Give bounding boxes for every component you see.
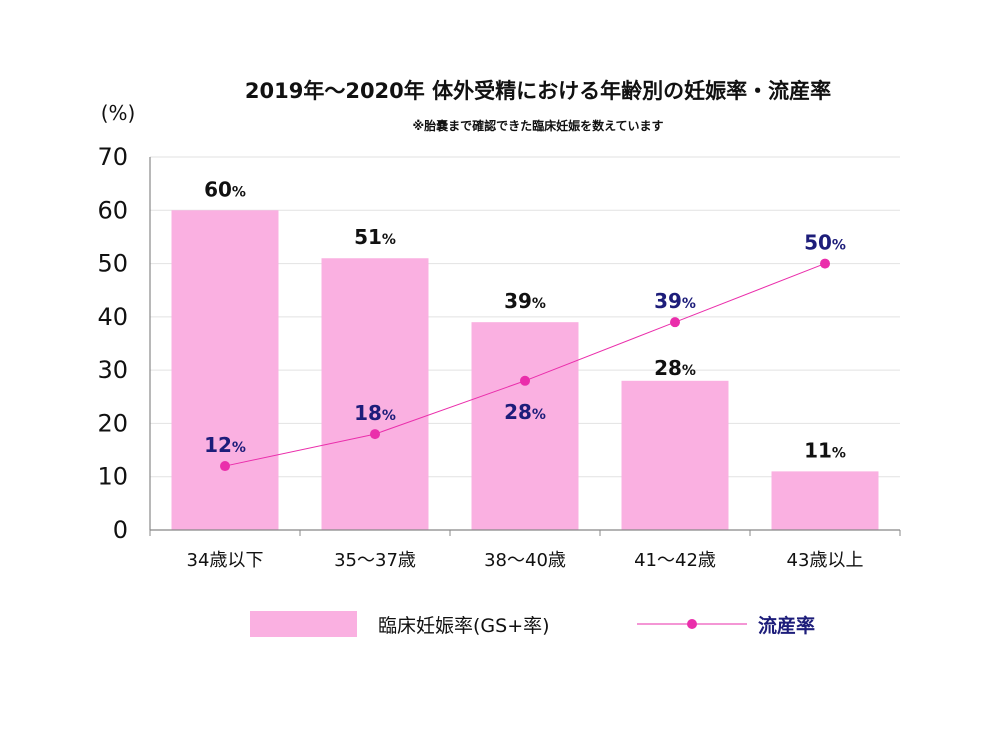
legend-swatch-point (687, 619, 697, 629)
bar (771, 471, 879, 530)
legend: 臨床妊娠率(GS+率) 流産率 (250, 611, 815, 637)
line-point (370, 429, 380, 440)
bar (471, 322, 579, 530)
y-tick-label: 40 (97, 303, 128, 331)
x-category-label: 35〜37歳 (334, 550, 416, 571)
bars: 60% 51% 39% 28% 11% (171, 177, 879, 531)
axes (149, 157, 901, 536)
y-tick-label: 0 (113, 516, 128, 544)
y-tick-label: 20 (97, 409, 128, 437)
bar-data-label: 51% (354, 225, 396, 249)
y-axis-ticks: 0 10 20 30 40 50 60 70 (97, 143, 128, 544)
line-point (820, 258, 830, 269)
legend-swatch-bar (250, 611, 357, 637)
line-data-label: 12% (204, 433, 246, 457)
y-tick-label: 30 (97, 356, 128, 384)
y-axis-label: (%) (101, 101, 136, 125)
legend-label-line: 流産率 (758, 614, 815, 637)
line-point (520, 375, 530, 386)
bar-data-label: 11% (804, 438, 846, 462)
line-data-label: 28% (504, 400, 546, 424)
line-series: 12% 18% 28% 39% 50% (204, 231, 846, 472)
bar (171, 210, 279, 531)
line-point (220, 461, 230, 472)
y-tick-label: 50 (97, 250, 128, 278)
x-axis-categories: 34歳以下 35〜37歳 38〜40歳 41〜42歳 43歳以上 (187, 550, 864, 571)
chart-subtitle: ※胎嚢まで確認できた臨床妊娠を数えています (412, 118, 663, 133)
bar-data-label: 39% (504, 289, 546, 313)
legend-label-bar: 臨床妊娠率(GS+率) (378, 615, 550, 637)
line-data-label: 18% (354, 401, 396, 425)
line-data-label: 39% (654, 289, 696, 313)
y-tick-label: 10 (97, 463, 128, 491)
line-data-label: 50% (804, 231, 846, 255)
y-tick-label: 60 (97, 196, 128, 224)
x-category-label: 38〜40歳 (484, 550, 566, 571)
x-category-label: 43歳以上 (787, 550, 864, 571)
bar-data-label: 28% (654, 356, 696, 380)
bar (621, 380, 729, 530)
chart-title: 2019年〜2020年 体外受精における年齢別の妊娠率・流産率 (245, 79, 831, 103)
x-category-label: 34歳以下 (187, 550, 264, 571)
bar-data-label: 60% (204, 177, 246, 201)
y-tick-label: 70 (97, 143, 128, 171)
x-category-label: 41〜42歳 (634, 550, 716, 571)
bar (321, 258, 429, 530)
line-point (670, 317, 680, 328)
